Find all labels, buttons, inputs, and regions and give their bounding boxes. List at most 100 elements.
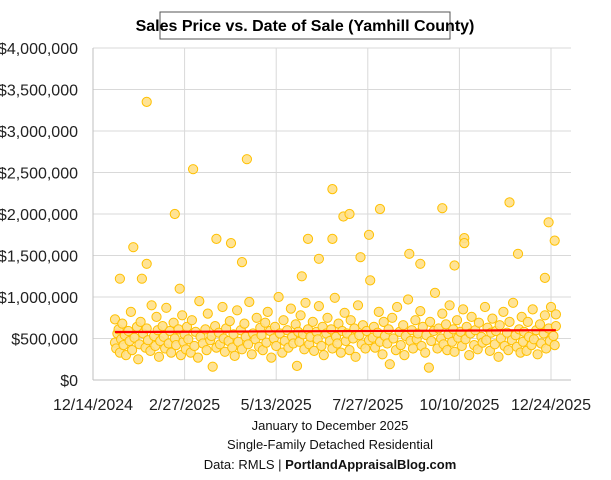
data-point bbox=[459, 238, 470, 249]
data-point bbox=[136, 273, 147, 284]
data-point bbox=[398, 320, 409, 331]
y-tick-label: $1,500,000 bbox=[0, 249, 78, 266]
data-point bbox=[498, 306, 509, 317]
data-point bbox=[493, 351, 504, 362]
data-point bbox=[545, 301, 557, 313]
data-point bbox=[128, 242, 139, 253]
data-point bbox=[153, 351, 165, 362]
x-tick-label: 7/27/2025 bbox=[332, 397, 403, 414]
data-point bbox=[399, 350, 410, 361]
data-point bbox=[309, 345, 320, 356]
x-tick-label: 2/27/2025 bbox=[149, 397, 220, 414]
data-point bbox=[522, 316, 533, 327]
data-point bbox=[114, 273, 126, 284]
data-point bbox=[194, 296, 205, 307]
data-point bbox=[350, 351, 361, 362]
data-point bbox=[332, 338, 343, 349]
y-tick-label: $2,000,000 bbox=[0, 207, 78, 224]
data-point bbox=[504, 197, 515, 208]
data-point bbox=[177, 310, 188, 321]
data-point bbox=[466, 311, 477, 322]
data-point bbox=[423, 362, 434, 373]
data-point bbox=[186, 315, 197, 326]
y-tick-label: $0 bbox=[60, 373, 78, 390]
data-point bbox=[410, 315, 421, 326]
data-point bbox=[355, 252, 366, 263]
data-point bbox=[374, 203, 386, 215]
data-point bbox=[217, 301, 228, 313]
data-point bbox=[384, 359, 395, 370]
data-point bbox=[383, 324, 394, 335]
data-point bbox=[464, 350, 475, 361]
data-point bbox=[302, 233, 314, 244]
data-point bbox=[527, 304, 538, 315]
y-tick-label: $2,500,000 bbox=[0, 166, 78, 183]
data-point bbox=[543, 217, 554, 228]
data-point bbox=[365, 275, 376, 286]
data-point bbox=[327, 233, 338, 244]
data-point bbox=[166, 347, 177, 358]
data-point bbox=[168, 317, 179, 328]
data-point bbox=[339, 307, 350, 318]
data-point bbox=[251, 312, 262, 323]
data-point bbox=[273, 291, 284, 303]
data-point bbox=[243, 339, 254, 350]
data-point bbox=[444, 300, 455, 311]
data-point bbox=[387, 312, 398, 323]
data-point bbox=[236, 257, 248, 268]
subtitle-line-2: Single-Family Detached Residential bbox=[227, 437, 433, 452]
data-point bbox=[532, 349, 543, 360]
data-point bbox=[295, 310, 306, 321]
data-point bbox=[472, 344, 483, 355]
data-point bbox=[512, 248, 524, 259]
data-point bbox=[260, 317, 271, 328]
data-point bbox=[458, 304, 469, 315]
data-point bbox=[344, 345, 355, 356]
data-point bbox=[377, 349, 388, 360]
data-point bbox=[239, 318, 250, 329]
source-credit: Data: RMLS | PortlandAppraisalBlog.com bbox=[204, 457, 457, 472]
data-point bbox=[322, 312, 333, 323]
source-site: PortlandAppraisalBlog.com bbox=[285, 457, 456, 472]
data-point bbox=[437, 308, 448, 319]
data-point bbox=[192, 352, 204, 363]
data-point bbox=[262, 306, 273, 317]
data-point bbox=[429, 287, 441, 298]
data-point bbox=[207, 361, 218, 372]
data-point bbox=[392, 301, 403, 313]
data-point bbox=[395, 340, 406, 351]
data-point bbox=[133, 354, 144, 365]
y-tick-label: $3,000,000 bbox=[0, 124, 78, 141]
data-point bbox=[188, 164, 199, 175]
y-axis-ticks: $0 $500,000 $1,000,000 $1,500,000 $2,000,000… bbox=[0, 41, 78, 390]
data-point bbox=[151, 311, 162, 322]
data-point bbox=[487, 313, 498, 324]
data-point bbox=[335, 347, 346, 358]
data-point bbox=[125, 306, 136, 317]
data-point bbox=[327, 184, 338, 195]
data-point bbox=[451, 315, 463, 326]
data-point bbox=[169, 208, 180, 220]
data-point bbox=[329, 292, 340, 303]
data-points bbox=[109, 96, 562, 373]
data-point bbox=[549, 235, 560, 246]
x-axis-ticks: 12/14/2024 2/27/2025 5/13/2025 7/27/2025 10/… bbox=[53, 397, 591, 414]
data-point bbox=[307, 316, 318, 327]
data-point bbox=[440, 319, 452, 330]
data-point bbox=[189, 340, 200, 352]
data-point bbox=[549, 340, 560, 351]
data-point bbox=[548, 330, 559, 342]
x-tick-label: 5/13/2025 bbox=[241, 397, 312, 414]
data-point bbox=[388, 333, 399, 344]
data-point bbox=[449, 260, 460, 271]
data-point bbox=[241, 154, 252, 165]
data-point bbox=[183, 334, 194, 345]
data-point bbox=[229, 350, 240, 361]
x-tick-label: 12/14/2024 bbox=[53, 397, 133, 414]
data-point bbox=[291, 360, 303, 371]
data-point bbox=[425, 316, 436, 327]
data-point bbox=[313, 301, 324, 312]
data-point bbox=[539, 272, 551, 283]
data-point bbox=[232, 305, 243, 316]
